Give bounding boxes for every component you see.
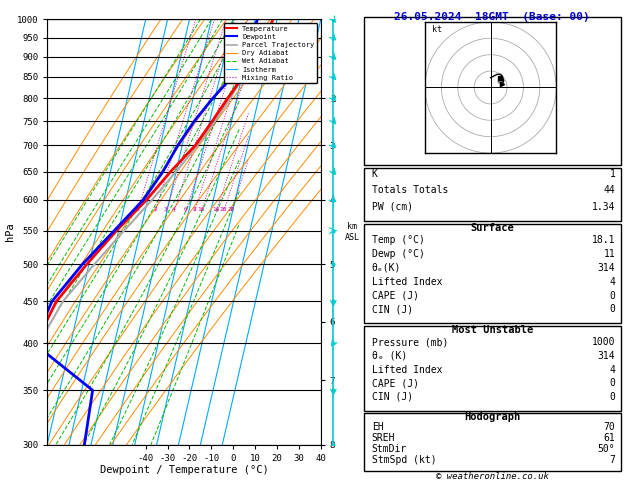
Text: 8: 8 xyxy=(192,207,196,212)
Text: K: K xyxy=(372,169,377,179)
Text: Dewp (°C): Dewp (°C) xyxy=(372,249,425,259)
Text: Lifted Index: Lifted Index xyxy=(372,364,442,375)
Text: 6: 6 xyxy=(184,207,187,212)
X-axis label: Dewpoint / Temperature (°C): Dewpoint / Temperature (°C) xyxy=(99,466,269,475)
Legend: Temperature, Dewpoint, Parcel Trajectory, Dry Adiabat, Wet Adiabat, Isotherm, Mi: Temperature, Dewpoint, Parcel Trajectory… xyxy=(223,23,317,84)
Text: 1: 1 xyxy=(610,169,615,179)
Text: 25: 25 xyxy=(227,207,235,212)
Text: 1.34: 1.34 xyxy=(592,202,615,211)
Text: 70: 70 xyxy=(604,421,615,432)
Text: Totals Totals: Totals Totals xyxy=(372,185,448,195)
Text: Most Unstable: Most Unstable xyxy=(452,326,533,335)
Text: 16: 16 xyxy=(213,207,220,212)
Text: CIN (J): CIN (J) xyxy=(372,392,413,402)
Text: 3: 3 xyxy=(164,207,168,212)
Text: 0: 0 xyxy=(610,392,615,402)
Point xyxy=(494,77,504,85)
Text: EH: EH xyxy=(372,421,384,432)
Bar xyxy=(364,413,621,471)
Text: Temp (°C): Temp (°C) xyxy=(372,235,425,245)
Text: 44: 44 xyxy=(604,185,615,195)
Text: 11: 11 xyxy=(604,249,615,259)
Text: 0: 0 xyxy=(610,378,615,388)
Text: 1: 1 xyxy=(135,207,139,212)
Text: Lifted Index: Lifted Index xyxy=(372,277,442,287)
Text: 4: 4 xyxy=(172,207,176,212)
Text: Hodograph: Hodograph xyxy=(464,412,520,422)
Text: 1000: 1000 xyxy=(592,337,615,347)
Text: © weatheronline.co.uk: © weatheronline.co.uk xyxy=(436,472,548,481)
Text: 61: 61 xyxy=(604,433,615,443)
Bar xyxy=(364,17,621,165)
Text: θₑ(K): θₑ(K) xyxy=(372,263,401,273)
Text: 4: 4 xyxy=(610,277,615,287)
Text: 18.1: 18.1 xyxy=(592,235,615,245)
Text: StmSpd (kt): StmSpd (kt) xyxy=(372,455,437,465)
Text: kt: kt xyxy=(431,25,442,34)
Text: 0: 0 xyxy=(610,304,615,314)
Text: 314: 314 xyxy=(598,263,615,273)
Point xyxy=(495,75,505,83)
Text: CAPE (J): CAPE (J) xyxy=(372,291,419,300)
Point xyxy=(496,74,506,82)
Y-axis label: hPa: hPa xyxy=(5,223,15,242)
Text: 2: 2 xyxy=(153,207,157,212)
Text: 1LCL: 1LCL xyxy=(325,31,342,37)
Text: 0: 0 xyxy=(610,291,615,300)
Title: 39°04'N  26°36'E  105m ASL: 39°04'N 26°36'E 105m ASL xyxy=(96,7,272,17)
Text: SREH: SREH xyxy=(372,433,395,443)
Text: PW (cm): PW (cm) xyxy=(372,202,413,211)
Text: 7: 7 xyxy=(610,455,615,465)
Bar xyxy=(364,224,621,323)
Bar xyxy=(364,326,621,411)
Text: StmDir: StmDir xyxy=(372,444,407,454)
Text: Surface: Surface xyxy=(470,224,514,233)
Text: CAPE (J): CAPE (J) xyxy=(372,378,419,388)
Text: 314: 314 xyxy=(598,351,615,361)
Y-axis label: km
ASL: km ASL xyxy=(344,223,359,242)
Text: 50°: 50° xyxy=(598,444,615,454)
Bar xyxy=(364,168,621,221)
Point xyxy=(496,76,506,84)
Text: 10: 10 xyxy=(198,207,205,212)
Text: Pressure (mb): Pressure (mb) xyxy=(372,337,448,347)
Text: 4: 4 xyxy=(610,364,615,375)
Text: 26.05.2024  18GMT  (Base: 00): 26.05.2024 18GMT (Base: 00) xyxy=(394,12,590,22)
Text: θₑ (K): θₑ (K) xyxy=(372,351,407,361)
Text: CIN (J): CIN (J) xyxy=(372,304,413,314)
Text: 20: 20 xyxy=(220,207,227,212)
